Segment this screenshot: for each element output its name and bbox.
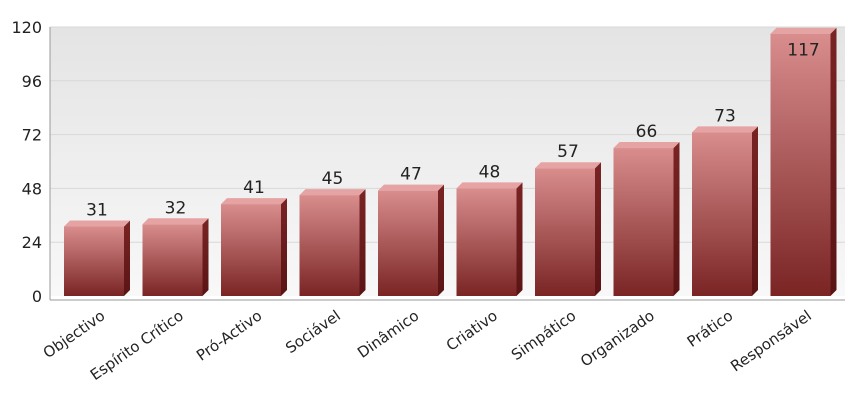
bar-top	[456, 182, 523, 189]
bar-top	[142, 218, 209, 225]
bar-top	[221, 198, 287, 205]
bar-side	[516, 182, 523, 296]
data-label: 32	[165, 198, 187, 218]
y-tick-label: 72	[22, 126, 42, 145]
data-label: 66	[636, 122, 658, 142]
bar-top	[692, 126, 758, 133]
bar	[64, 220, 130, 296]
bar-top	[64, 220, 130, 227]
bar	[378, 184, 444, 296]
x-tick-label: Responsável	[727, 307, 815, 376]
bar-front	[221, 204, 281, 296]
bar-side	[595, 162, 601, 296]
data-label: 47	[400, 165, 422, 185]
data-label: 73	[714, 106, 736, 126]
data-label: 57	[557, 142, 579, 162]
y-tick-label: 48	[22, 179, 42, 198]
y-tick-label: 0	[32, 287, 42, 306]
bar-top	[535, 162, 601, 169]
bar-front	[378, 190, 438, 296]
x-tick-label: Objectivo	[40, 307, 109, 363]
data-labels: 31 32 41 45 47 48 57 66 73 117	[86, 41, 820, 221]
bar-side	[124, 220, 130, 296]
x-tick-label: Pró-Activo	[193, 307, 265, 365]
x-tick-label: Organizado	[577, 307, 658, 371]
bar	[613, 142, 680, 296]
bar-side	[673, 142, 680, 296]
bar-side	[830, 27, 837, 296]
bar	[535, 162, 601, 296]
bar-front	[142, 224, 203, 296]
y-tick-label: 120	[11, 18, 42, 37]
bar-front	[613, 148, 674, 296]
x-tick-label: Criativo	[443, 307, 501, 355]
x-tick-label: Dinâmico	[354, 307, 422, 362]
data-label: 41	[243, 178, 265, 198]
bar-side	[359, 189, 366, 296]
bar-front	[535, 168, 595, 296]
axes	[49, 27, 845, 301]
bar-front	[299, 195, 360, 296]
bar-front	[692, 132, 752, 296]
y-axis-ticks: 0 24 48 72 96 120	[11, 18, 42, 306]
bars	[64, 27, 837, 296]
bar-top	[378, 184, 444, 191]
bar-front	[456, 188, 517, 296]
bar	[299, 189, 366, 296]
bar	[456, 182, 523, 296]
y-tick-label: 96	[22, 72, 42, 91]
data-label: 117	[787, 41, 819, 61]
x-tick-label: Simpático	[508, 307, 579, 364]
data-label: 45	[322, 169, 344, 189]
bar	[770, 27, 837, 296]
bar-front	[770, 33, 831, 296]
bar-side	[281, 198, 287, 296]
data-label: 31	[86, 201, 108, 221]
data-label: 48	[479, 162, 501, 182]
bar-side	[202, 218, 209, 296]
x-tick-label: Prático	[684, 307, 737, 351]
bar	[221, 198, 287, 296]
bar-top	[613, 142, 680, 149]
bar-side	[752, 126, 758, 296]
bar-front	[64, 226, 124, 296]
bar	[142, 218, 209, 296]
bar-top	[770, 27, 837, 34]
bar-top	[299, 189, 366, 196]
y-tick-label: 24	[22, 233, 42, 252]
bar	[692, 126, 758, 296]
bar-side	[438, 184, 444, 296]
x-tick-label: Sociável	[282, 307, 344, 358]
